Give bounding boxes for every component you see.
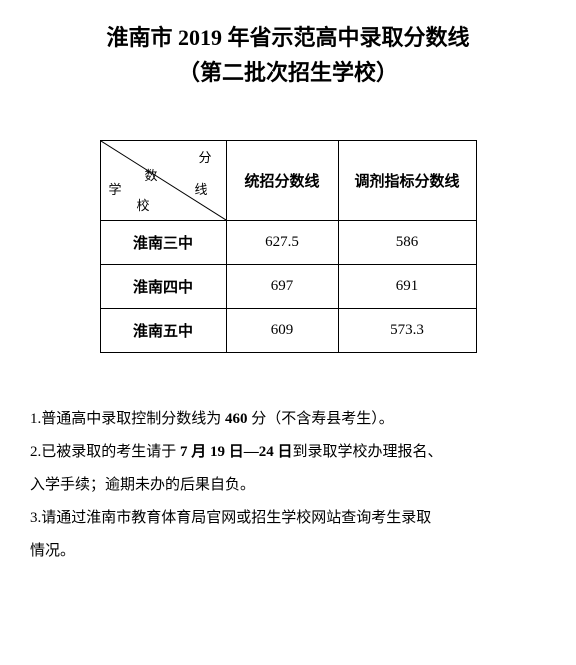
note-text: 分（不含寿县考生）。: [251, 411, 394, 427]
diag-label-top: 分: [198, 147, 211, 166]
note-bold: 460: [225, 411, 251, 427]
page-title: 淮南市 2019 年省示范高中录取分数线 （第二批次招生学校）: [30, 20, 546, 90]
table-header-row: 分 数 线 学 校 统招分数线 调剂指标分数线: [100, 141, 476, 221]
diag-label-left: 学: [109, 179, 122, 198]
col-header-regular: 统招分数线: [226, 141, 338, 221]
school-cell: 淮南五中: [100, 309, 226, 353]
title-line-2: （第二批次招生学校）: [30, 55, 546, 90]
score1-cell: 627.5: [226, 221, 338, 265]
note-text: 到录取学校办理报名、: [293, 444, 443, 460]
note-2-line1: 2.已被录取的考生请于 7 月 19 日—24 日到录取学校办理报名、: [30, 436, 546, 469]
note-text: 1.普通高中录取控制分数线为: [30, 411, 225, 427]
diagonal-header-cell: 分 数 线 学 校: [100, 141, 226, 221]
score-table-wrap: 分 数 线 学 校 统招分数线 调剂指标分数线 淮南三中 627.5 586 淮…: [30, 140, 546, 353]
table-row: 淮南四中 697 691: [100, 265, 476, 309]
school-cell: 淮南三中: [100, 221, 226, 265]
score2-cell: 573.3: [338, 309, 476, 353]
diag-label-bot: 校: [137, 195, 150, 214]
note-text: 2.已被录取的考生请于: [30, 444, 180, 460]
notes-section: 1.普通高中录取控制分数线为 460 分（不含寿县考生）。 2.已被录取的考生请…: [30, 403, 546, 568]
diag-label-mid2: 线: [194, 179, 207, 198]
note-1: 1.普通高中录取控制分数线为 460 分（不含寿县考生）。: [30, 403, 546, 436]
table-row: 淮南三中 627.5 586: [100, 221, 476, 265]
title-line-1: 淮南市 2019 年省示范高中录取分数线: [30, 20, 546, 55]
note-3-line2: 情况。: [30, 535, 546, 568]
score1-cell: 609: [226, 309, 338, 353]
school-cell: 淮南四中: [100, 265, 226, 309]
col-header-adjust: 调剂指标分数线: [338, 141, 476, 221]
note-3-line1: 3.请通过淮南市教育体育局官网或招生学校网站查询考生录取: [30, 502, 546, 535]
score2-cell: 586: [338, 221, 476, 265]
note-2-line2: 入学手续；逾期未办的后果自负。: [30, 469, 546, 502]
note-bold: 7 月 19 日—24 日: [180, 444, 293, 460]
diag-label-mid: 数: [145, 165, 160, 184]
score2-cell: 691: [338, 265, 476, 309]
table-row: 淮南五中 609 573.3: [100, 309, 476, 353]
score-table: 分 数 线 学 校 统招分数线 调剂指标分数线 淮南三中 627.5 586 淮…: [100, 140, 477, 353]
score1-cell: 697: [226, 265, 338, 309]
